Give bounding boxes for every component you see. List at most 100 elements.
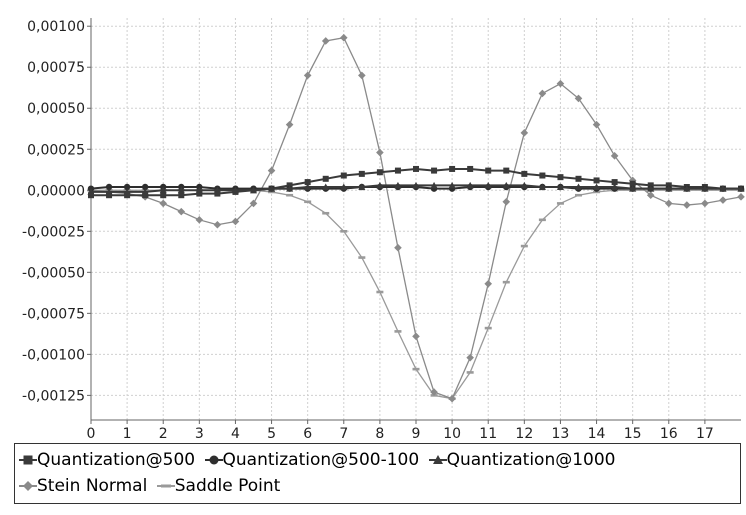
data-point-dash [340, 230, 348, 233]
data-point-triangle [322, 183, 330, 191]
data-point-square [304, 179, 311, 186]
data-point-triangle [448, 181, 456, 189]
data-point-diamond [177, 207, 186, 216]
data-point-diamond [159, 199, 168, 208]
chart: -0,00125 -0,00100 -0,00075 -0,00050 -0,00025… [22, 18, 745, 442]
data-point-triangle [556, 183, 564, 191]
data-point-dash [502, 280, 510, 284]
legend-row-1: Quantization@500 Quantization@500-100 Qu… [19, 450, 619, 472]
y-tick-label: -0,00050 [22, 265, 85, 281]
data-point-diamond [574, 94, 583, 103]
data-point-square [593, 177, 600, 184]
data-point-triangle [647, 185, 655, 192]
data-point-square [629, 180, 636, 187]
data-point-triangle [123, 188, 131, 195]
y-tick-label: -0,00075 [22, 306, 85, 322]
data-point-dash [538, 218, 546, 222]
y-tick-label: -0,00100 [22, 347, 85, 363]
y-tick-label: 0,00050 [27, 101, 85, 117]
data-point-triangle [575, 183, 582, 191]
legend-item-quantization-1000: Quantization@1000 [428, 450, 615, 470]
data-point-square [557, 174, 564, 181]
y-tick-label: 0,00025 [27, 142, 85, 158]
data-point-square [611, 179, 618, 186]
data-point-triangle [737, 185, 745, 192]
x-tick-label: 12 [515, 426, 533, 442]
data-point-square [124, 192, 131, 199]
data-point-diamond [430, 388, 438, 396]
data-point-square [503, 167, 510, 174]
data-point-dash [358, 256, 366, 259]
legend-item-saddle-point: Saddle Point [156, 476, 280, 496]
data-point-triangle [358, 183, 366, 191]
data-point-square [160, 192, 167, 199]
data-point-square [340, 172, 347, 179]
data-point-square [413, 165, 419, 172]
x-tick-label: 8 [375, 426, 384, 442]
legend-label: Quantization@500-100 [222, 450, 420, 470]
data-point-dash [412, 367, 420, 371]
data-point-triangle [538, 183, 546, 191]
data-point-dash [484, 326, 492, 330]
x-tick-label: 1 [123, 426, 132, 442]
x-tick-label: 10 [443, 426, 461, 442]
data-point-diamond [701, 199, 709, 208]
data-point-diamond [502, 197, 511, 206]
data-point-diamond [339, 33, 348, 42]
data-point-square [485, 167, 492, 174]
data-point-triangle [466, 181, 474, 189]
y-tick-label: -0,00025 [22, 224, 85, 240]
data-point-square [431, 167, 438, 174]
data-point-triangle [213, 186, 221, 194]
data-point-triangle [195, 186, 203, 194]
data-point-square [142, 192, 149, 199]
y-tick-label: -0,00125 [22, 388, 85, 404]
data-point-square [467, 165, 474, 172]
data-point-circle [105, 183, 113, 191]
x-tick-label: 3 [195, 426, 204, 442]
data-point-triangle [701, 185, 709, 192]
legend: Quantization@500 Quantization@500-100 Qu… [14, 443, 741, 504]
series-quantization-1000 [87, 181, 745, 195]
x-tick-label: 14 [588, 426, 606, 442]
data-point-diamond [285, 120, 294, 129]
legend-square-marker-icon [19, 455, 37, 465]
x-tick-label: 7 [339, 426, 348, 442]
data-point-diamond [412, 332, 420, 341]
data-point-triangle [159, 186, 167, 194]
data-point-triangle [268, 185, 276, 192]
data-point-triangle [502, 181, 510, 189]
data-point-square [178, 192, 185, 199]
data-point-square [539, 172, 546, 179]
data-point-dash [466, 371, 474, 374]
data-point-dash [286, 193, 294, 197]
data-point-triangle [340, 183, 348, 191]
data-point-circle [141, 183, 149, 191]
data-point-triangle [430, 181, 438, 189]
data-point-square [358, 170, 365, 177]
data-point-triangle [141, 188, 149, 195]
data-point-triangle [629, 185, 637, 192]
x-tick-label: 13 [552, 426, 570, 442]
legend-item-quantization-500-100: Quantization@500-100 [204, 450, 420, 470]
data-point-diamond [556, 79, 565, 88]
series-layer [87, 33, 745, 403]
data-point-triangle [665, 185, 673, 192]
x-tick-label: 17 [696, 426, 714, 442]
data-point-diamond [719, 196, 727, 204]
series-stein-normal [87, 33, 745, 403]
data-point-diamond [610, 152, 619, 160]
data-point-dash [593, 190, 601, 194]
x-axis-ticks: 0 1 2 3 4 5 6 7 8 9 10 11 12 13 14 15 16 17 [87, 420, 714, 442]
x-tick-label: 15 [624, 426, 642, 442]
x-tick-label: 9 [412, 426, 421, 442]
data-point-square [449, 165, 456, 172]
data-point-diamond [592, 120, 601, 129]
data-point-dash [520, 244, 528, 248]
data-point-square [521, 170, 528, 177]
legend-item-quantization-500: Quantization@500 [19, 450, 195, 470]
data-point-triangle [520, 181, 528, 189]
data-point-diamond [448, 394, 456, 403]
y-axis-ticks: -0,00125 -0,00100 -0,00075 -0,00050 -0,00025… [22, 19, 91, 404]
data-point-diamond [213, 220, 222, 229]
